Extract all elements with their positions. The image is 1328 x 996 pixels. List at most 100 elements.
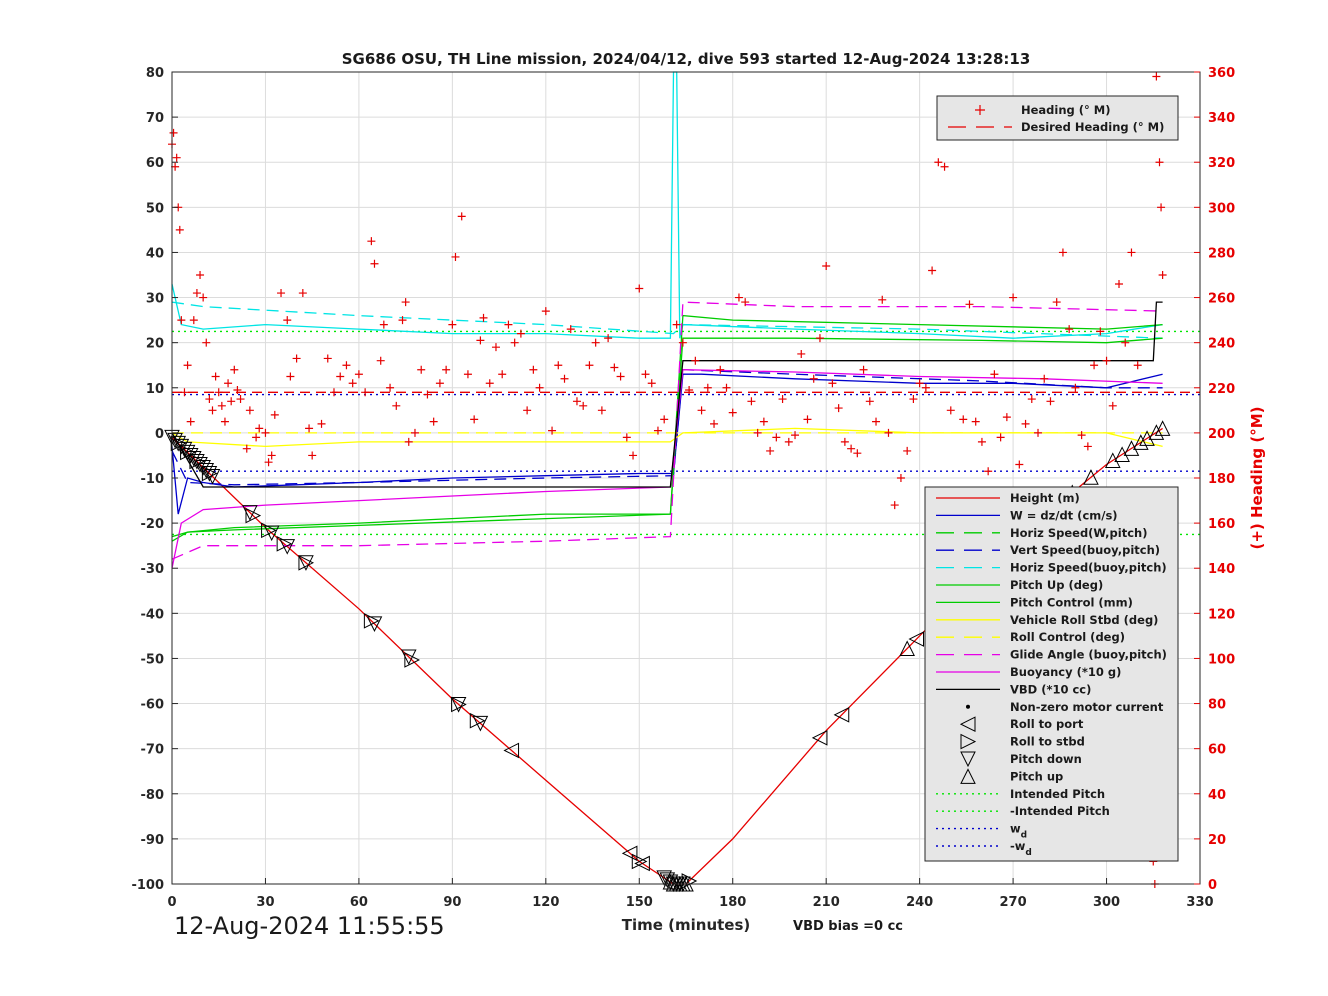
heading-point — [1058, 248, 1067, 257]
x-tick-label: 30 — [256, 895, 274, 910]
roll-stbd-marker — [276, 536, 293, 552]
x-tick-label: 120 — [532, 895, 559, 910]
legend-label: Horiz Speed(buoy,pitch) — [1010, 561, 1167, 575]
roll-stbd-marker — [298, 554, 315, 571]
heading-point — [535, 383, 544, 392]
y-right-tick-label: 180 — [1208, 472, 1235, 487]
heading-point — [865, 397, 874, 406]
pitch-up-marker — [1114, 446, 1130, 462]
heading-point — [476, 336, 485, 345]
pitch-up-marker — [1154, 420, 1171, 436]
legend-label: -Intended Pitch — [1010, 804, 1110, 818]
heading-point — [672, 320, 681, 329]
heading-point — [442, 365, 451, 374]
heading-point — [934, 158, 943, 167]
heading-point — [230, 365, 239, 374]
heading-point — [227, 397, 236, 406]
legend-heading: Heading (° M) Desired Heading (° M) — [936, 95, 1179, 141]
heading-point — [1133, 361, 1142, 370]
roll-stbd-marker — [261, 522, 277, 539]
heading-point — [1108, 401, 1117, 410]
y-tick-label: -60 — [141, 698, 165, 713]
series-pitch-control-mm — [171, 337, 1163, 538]
heading-point — [491, 343, 500, 352]
heading-point — [245, 406, 254, 415]
legend-swatch — [959, 716, 976, 733]
heading-point — [928, 266, 937, 275]
pitch-down-marker — [192, 456, 208, 473]
heading-point — [847, 444, 856, 453]
pitch-down-marker — [298, 555, 314, 571]
pitch-up-marker — [899, 640, 915, 657]
heading-point — [703, 383, 712, 392]
heading-point — [554, 361, 563, 370]
x-tick-label: 270 — [1000, 895, 1027, 910]
heading-point — [1157, 203, 1166, 212]
y-tick-label: -100 — [131, 878, 164, 893]
heading-point — [915, 379, 924, 388]
vbd-bias-note: VBD bias =0 cc — [793, 919, 903, 934]
heading-point — [1152, 72, 1161, 81]
y-tick-label: 0 — [155, 427, 164, 442]
heading-point — [1077, 431, 1086, 440]
heading-point — [579, 401, 588, 410]
pitch-down-marker — [366, 616, 383, 632]
y-tick-label: -70 — [141, 743, 165, 758]
heading-point — [196, 271, 205, 279]
y-tick-label: 60 — [146, 156, 164, 171]
legend-swatch — [960, 751, 976, 768]
heading-point — [175, 225, 184, 234]
legend-label: Vehicle Roll Stbd (deg) — [1010, 613, 1158, 627]
heading-point — [180, 388, 189, 397]
legend-label: Buoyancy (*10 g) — [1010, 665, 1121, 679]
heading-point — [685, 386, 694, 395]
heading-point — [797, 349, 806, 358]
heading-point — [977, 437, 986, 446]
y-right-ticks: 3603403203002802602402202001801601401201… — [1194, 66, 1235, 893]
pitch-down-marker — [472, 715, 489, 732]
roll-port-marker — [908, 631, 925, 647]
y-tick-label: -30 — [141, 562, 165, 577]
y-right-tick-label: 20 — [1208, 833, 1226, 848]
heading-point — [647, 379, 656, 388]
y-right-axis-label: (+) Heading (°M) — [1248, 406, 1266, 549]
heading-point — [233, 386, 242, 395]
y-tick-label: -40 — [141, 607, 165, 622]
heading-point — [828, 379, 837, 388]
roll-port-marker — [621, 845, 638, 862]
legend-swatch — [975, 105, 985, 115]
heading-point — [470, 415, 479, 424]
roll-stbd-marker — [363, 613, 380, 629]
heading-point — [1009, 293, 1018, 302]
y-right-tick-label: 0 — [1208, 878, 1217, 893]
y-right-tick-label: 360 — [1208, 66, 1235, 81]
heading-point — [1127, 248, 1136, 257]
y-tick-label: -80 — [141, 788, 165, 803]
heading-point — [236, 395, 245, 404]
heading-point — [252, 433, 261, 442]
legend-label: VBD (*10 cc) — [1010, 682, 1091, 696]
heading-point — [1040, 374, 1049, 383]
y-right-tick-label: 80 — [1208, 698, 1226, 713]
series-horiz-speed-w-pitch — [171, 301, 1163, 339]
heading-point — [1115, 280, 1124, 289]
heading-point — [1155, 158, 1164, 167]
heading-point — [622, 433, 631, 442]
heading-point — [192, 289, 201, 298]
heading-point — [660, 415, 669, 424]
heading-point — [753, 428, 762, 437]
y-right-tick-label: 340 — [1208, 111, 1235, 126]
x-tick-label: 210 — [813, 895, 840, 910]
legend-swatch — [960, 768, 976, 784]
heading-point — [529, 365, 538, 374]
heading-point — [217, 401, 226, 410]
heading-point — [597, 406, 606, 415]
y-tick-label: -50 — [141, 652, 165, 667]
heading-point — [909, 395, 918, 404]
legend-label: Desired Heading (° M) — [1021, 120, 1164, 134]
heading-point — [323, 354, 332, 363]
heading-point — [261, 428, 270, 437]
heading-point — [1083, 442, 1092, 451]
heading-point — [1090, 361, 1099, 370]
pitch-up-marker — [1139, 430, 1155, 446]
